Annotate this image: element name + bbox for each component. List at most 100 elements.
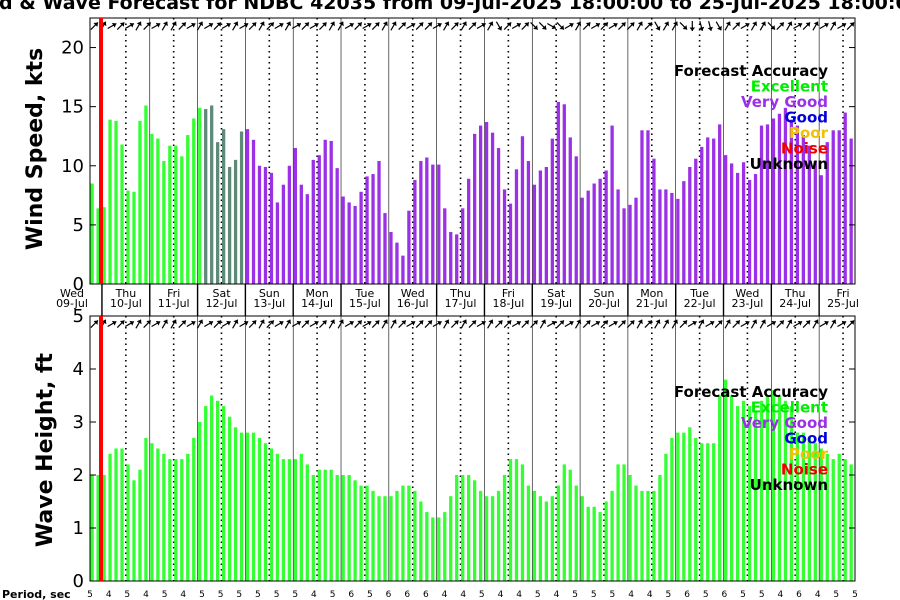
- arrow-icon: [750, 319, 758, 329]
- day-date-label: 17-Jul: [445, 297, 477, 310]
- arrow-icon: [186, 22, 196, 30]
- day-weekday-label: Fri: [167, 287, 180, 300]
- wind-bar: [574, 156, 578, 284]
- wave-bar: [365, 485, 369, 581]
- arrow-icon: [837, 22, 847, 30]
- arrow-icon: [600, 320, 609, 328]
- wave-bar: [221, 406, 226, 581]
- arrow-icon: [221, 22, 231, 30]
- arrow-icon: [390, 21, 397, 31]
- wind-bar: [114, 120, 118, 284]
- wind-bar: [311, 159, 315, 284]
- wave-bar: [538, 496, 543, 581]
- arrow-icon: [636, 319, 643, 329]
- arrow-icon: [258, 21, 265, 31]
- wave-bar: [831, 459, 835, 581]
- arrow-icon: [495, 21, 503, 31]
- legend-item: Noise: [781, 461, 828, 479]
- wind-bar: [473, 133, 477, 284]
- day-date-label: 09-Jul: [56, 297, 88, 310]
- wave-bar: [544, 501, 549, 581]
- arrow-icon: [116, 22, 125, 30]
- arrow-icon: [344, 320, 355, 328]
- arrow-icon: [698, 21, 705, 31]
- arrow-icon: [116, 320, 125, 328]
- wave-bar: [700, 443, 704, 581]
- period-value: 6: [796, 590, 802, 600]
- wind-plot-frame: [89, 17, 856, 285]
- period-value: 5: [292, 590, 298, 600]
- arrow-icon: [204, 22, 214, 30]
- wind-bar: [186, 135, 190, 284]
- wave-bar: [616, 464, 620, 581]
- legend-item: Excellent: [751, 399, 828, 417]
- period-value: 5: [124, 590, 130, 600]
- wind-bar: [275, 202, 280, 284]
- wave-bar: [550, 496, 554, 581]
- arrow-icon: [301, 22, 310, 30]
- wave-bar: [389, 496, 393, 581]
- wave-bar: [658, 475, 662, 581]
- wind-bar: [150, 133, 154, 284]
- arrow-icon: [546, 22, 557, 30]
- arrow-icon: [740, 22, 750, 30]
- y-tick-label: 1: [73, 518, 84, 539]
- wind-bar: [849, 138, 853, 284]
- arrow-icon: [204, 320, 214, 328]
- wind-bar: [652, 158, 656, 284]
- wave-bar: [729, 395, 734, 581]
- wave-bar: [712, 443, 716, 581]
- wave-bar: [263, 443, 268, 581]
- arrow-icon: [644, 22, 653, 30]
- arrow-icon: [679, 22, 688, 30]
- arrow-icon: [767, 22, 776, 30]
- wind-bar: [305, 194, 309, 284]
- wind-bar: [490, 132, 495, 284]
- wind-bar: [425, 157, 429, 284]
- arrow-icon: [406, 22, 416, 30]
- wave-bar: [377, 496, 381, 581]
- arrow-icon: [582, 22, 591, 30]
- wave-bar: [341, 475, 345, 581]
- wave-bar: [383, 496, 387, 581]
- wind-bar: [502, 189, 507, 284]
- arrow-icon: [406, 320, 416, 328]
- period-value: 5: [740, 590, 746, 600]
- wind-bar: [783, 107, 788, 284]
- arrow-icon: [186, 320, 196, 328]
- wave-bar: [323, 469, 327, 581]
- day-date-label: 18-Jul: [492, 297, 524, 310]
- arrow-icon: [776, 320, 785, 328]
- wave-bar: [718, 395, 722, 581]
- wind-bar: [616, 189, 620, 284]
- wave-bar: [664, 453, 668, 581]
- wave-bar: [108, 453, 112, 581]
- wind-bar: [664, 189, 668, 284]
- wave-bar: [437, 517, 441, 581]
- wind-bar: [759, 125, 764, 285]
- legend-item: Good: [784, 430, 828, 448]
- wind-bar: [341, 196, 345, 284]
- arrow-icon: [319, 320, 327, 328]
- arrow-icon: [309, 22, 319, 30]
- wave-bar: [771, 390, 776, 581]
- wave-bar: [640, 490, 644, 581]
- legend-item: Very Good: [741, 414, 828, 432]
- period-value: 4: [460, 590, 466, 600]
- arrow-icon: [759, 21, 766, 31]
- wave-bar: [132, 480, 136, 581]
- arrow-icon: [662, 319, 670, 329]
- wind-bar: [670, 192, 674, 284]
- wave-direction-arrows: [90, 319, 855, 329]
- period-value: 5: [610, 590, 616, 600]
- arrow-icon: [124, 320, 135, 328]
- wind-bar: [807, 145, 811, 284]
- day-date-label: 19-Jul: [540, 297, 572, 310]
- arrow-icon: [337, 21, 344, 31]
- wave-bar: [634, 485, 638, 581]
- wave-bar: [198, 422, 202, 581]
- arrow-icon: [450, 22, 459, 30]
- wave-bar: [305, 464, 309, 581]
- arrow-icon: [687, 320, 697, 328]
